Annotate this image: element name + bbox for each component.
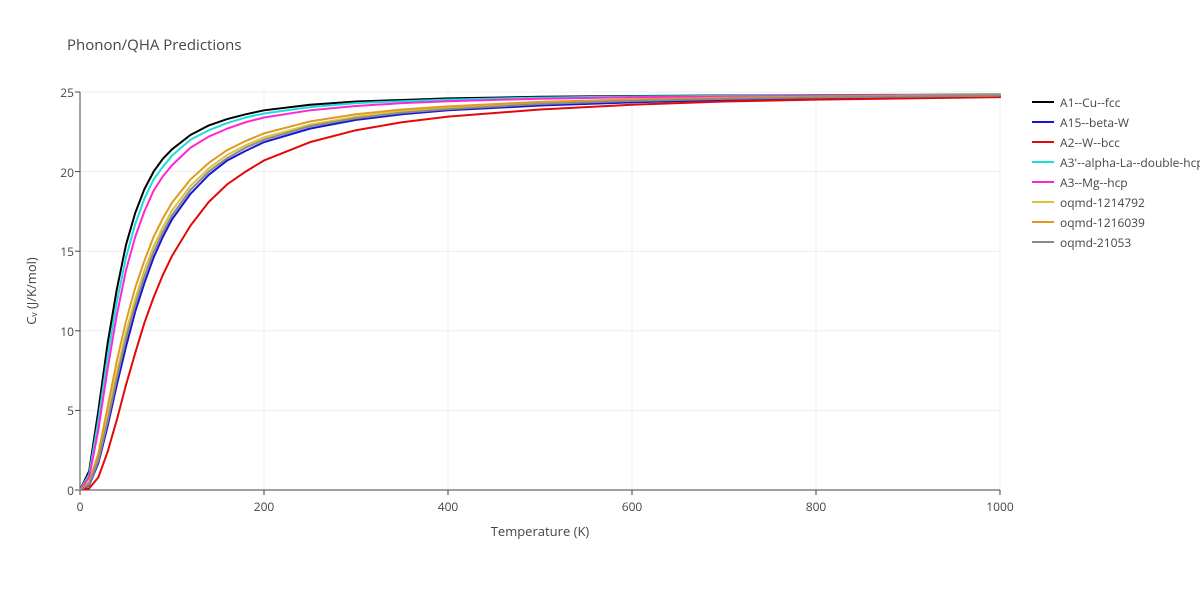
legend-label: A1--Cu--fcc xyxy=(1060,94,1120,111)
x-tick-label: 0 xyxy=(65,498,95,515)
legend-swatch xyxy=(1032,101,1054,103)
legend-swatch xyxy=(1032,221,1054,223)
legend-item[interactable]: A3'--alpha-La--double-hcp xyxy=(1032,152,1200,172)
legend-label: oqmd-1216039 xyxy=(1060,214,1145,231)
x-tick-label: 600 xyxy=(617,498,647,515)
y-tick-label: 5 xyxy=(48,402,74,419)
legend-label: A3--Mg--hcp xyxy=(1060,174,1128,191)
plot-area xyxy=(0,0,1200,600)
x-tick-label: 400 xyxy=(433,498,463,515)
x-tick-label: 1000 xyxy=(985,498,1015,515)
y-tick-label: 0 xyxy=(48,482,74,499)
legend-label: A2--W--bcc xyxy=(1060,134,1120,151)
y-tick-label: 25 xyxy=(48,84,74,101)
legend-item[interactable]: oqmd-21053 xyxy=(1032,232,1200,252)
legend: A1--Cu--fcc A15--beta-W A2--W--bcc A3'--alp… xyxy=(1032,92,1200,252)
legend-item[interactable]: A3--Mg--hcp xyxy=(1032,172,1200,192)
legend-label: A3'--alpha-La--double-hcp xyxy=(1060,154,1200,171)
y-tick-label: 15 xyxy=(48,243,74,260)
legend-item[interactable]: oqmd-1214792 xyxy=(1032,192,1200,212)
legend-label: oqmd-1214792 xyxy=(1060,194,1145,211)
legend-item[interactable]: A2--W--bcc xyxy=(1032,132,1200,152)
legend-swatch xyxy=(1032,161,1054,163)
legend-swatch xyxy=(1032,241,1054,243)
legend-label: oqmd-21053 xyxy=(1060,234,1131,251)
legend-label: A15--beta-W xyxy=(1060,114,1129,131)
legend-item[interactable]: A15--beta-W xyxy=(1032,112,1200,132)
legend-item[interactable]: A1--Cu--fcc xyxy=(1032,92,1200,112)
legend-swatch xyxy=(1032,141,1054,143)
x-tick-label: 200 xyxy=(249,498,279,515)
legend-swatch xyxy=(1032,121,1054,123)
y-tick-label: 10 xyxy=(48,323,74,340)
y-tick-label: 20 xyxy=(48,164,74,181)
x-tick-label: 800 xyxy=(801,498,831,515)
legend-swatch xyxy=(1032,181,1054,183)
legend-item[interactable]: oqmd-1216039 xyxy=(1032,212,1200,232)
legend-swatch xyxy=(1032,201,1054,203)
